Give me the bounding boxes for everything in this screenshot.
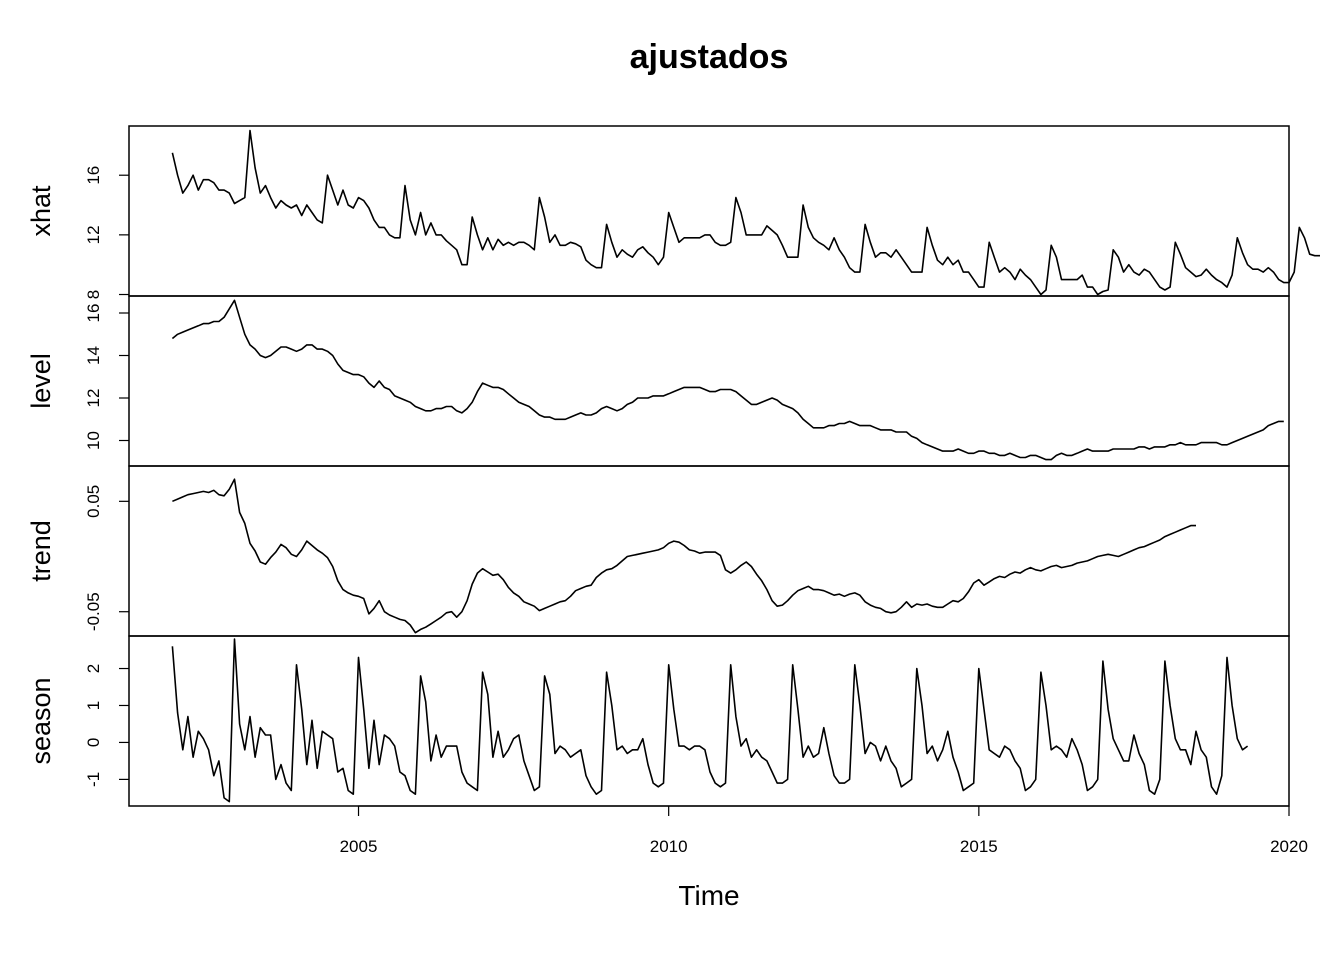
y-axis-label-level: level — [26, 353, 56, 409]
y-axis-label-season: season — [26, 677, 56, 764]
y-tick-label-xhat: 16 — [84, 166, 103, 185]
y-tick-label-xhat: 12 — [84, 225, 103, 244]
y-tick-label-level: 16 — [84, 304, 103, 323]
y-tick-label-season: 0 — [84, 738, 103, 747]
series-line-trend — [172, 478, 1196, 634]
panel-trend: -0.05 0.05 trend — [26, 465, 1290, 637]
y-tick-label-level: 10 — [84, 431, 103, 450]
y-axis-label-trend: trend — [26, 520, 56, 582]
x-tick-label: 2020 — [1270, 837, 1308, 856]
x-tick-label: 2015 — [960, 837, 998, 856]
panel-level: 10 12 14 16 level — [26, 295, 1290, 467]
y-tick-label-trend: 0.05 — [84, 485, 103, 518]
series-line-level — [171, 299, 1284, 461]
y-tick-label-level: 14 — [84, 346, 103, 365]
y-tick-label-trend: -0.05 — [84, 592, 103, 631]
x-tick-label: 2005 — [340, 837, 378, 856]
panels: 81216xhat10121416level-0.050.05trend-101… — [26, 125, 1320, 807]
x-tick-label: 2010 — [650, 837, 688, 856]
y-axis-label-xhat: xhat — [26, 185, 56, 237]
x-axis-label: Time — [678, 880, 739, 911]
y-tick-label-xhat: 8 — [84, 290, 103, 299]
panel-frame-level — [128, 295, 1290, 467]
y-tick-label-season: 1 — [84, 701, 103, 710]
series-line-xhat — [171, 129, 1320, 296]
y-tick-label-level: 12 — [84, 389, 103, 408]
panel-frame-trend — [128, 465, 1290, 637]
y-tick-label-season: -1 — [84, 772, 103, 787]
y-tick-label-season: 2 — [84, 664, 103, 673]
panel-xhat: 8 12 16 xhat — [26, 125, 1320, 299]
panel-season: -1 0 1 2 season — [26, 635, 1290, 807]
x-axis: 2005 2010 2015 2020 — [340, 805, 1308, 856]
series-line-season — [171, 638, 1249, 803]
chart-title: ajustados — [630, 38, 789, 76]
